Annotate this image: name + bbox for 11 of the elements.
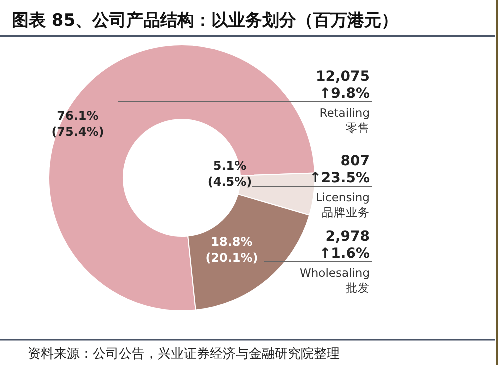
text: 807 ↑23.5% bbox=[310, 154, 370, 187]
data-label: 76.1% (75.4%) bbox=[52, 109, 104, 139]
slice-label: Retailing 零售 bbox=[320, 106, 370, 135]
text: 资料来源：公司公告，兴业证券经济与金融研究院整理 bbox=[28, 347, 340, 362]
data-label: 5.1% (4.5%) bbox=[208, 159, 252, 189]
text: 2,978 ↑1.6% bbox=[319, 229, 370, 262]
data-label: 18.8% (20.1%) bbox=[206, 235, 258, 265]
chart-title: 图表 85、公司产品结构：以业务划分（百万港元） bbox=[12, 11, 399, 31]
slice-label: Wholesaling 批发 bbox=[300, 266, 370, 295]
text: 12,075 ↑9.8% bbox=[316, 69, 370, 102]
slice-label: Licensing 品牌业务 bbox=[316, 190, 370, 220]
